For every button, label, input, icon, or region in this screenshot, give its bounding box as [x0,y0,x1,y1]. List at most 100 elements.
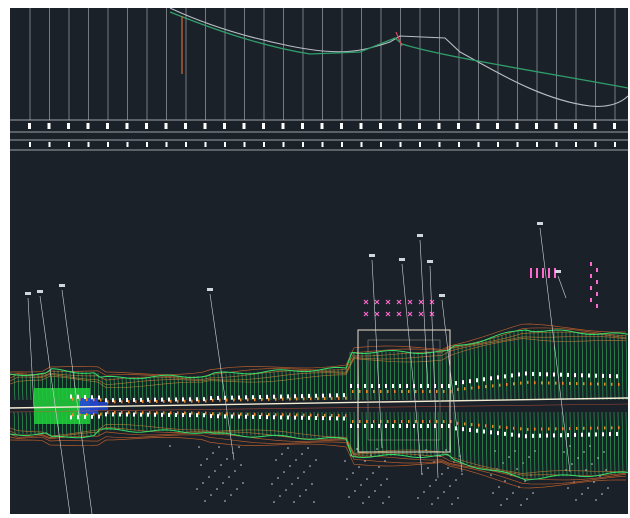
station-tick [210,396,212,401]
slope-hatch [409,351,412,401]
profile-band-marker [48,142,51,147]
elevation-point [504,480,506,482]
station-tick [128,400,130,404]
slope-hatch [141,411,144,431]
profile-band-marker [242,123,246,129]
station-tick [177,411,179,415]
elevation-point [451,503,453,505]
profile-band-marker [613,123,616,129]
station-tick [464,422,466,426]
station-tick [261,412,263,416]
slope-hatch [609,411,612,475]
elevation-point [305,489,307,491]
station-tick [217,395,219,400]
station-label-tag [399,258,405,261]
station-tick [77,394,79,399]
station-tick [581,373,583,378]
station-tick [336,416,338,421]
elevation-point [216,488,218,490]
station-tick [429,420,431,423]
station-tick [240,398,242,402]
cad-drawing-canvas[interactable] [10,8,628,514]
structure-symbol [385,299,391,305]
slope-hatch [217,373,220,401]
station-tick [184,411,186,415]
slope-hatch [361,411,364,457]
station-tick [126,398,128,403]
leader-line [27,297,35,409]
profile-band-marker [223,123,226,129]
station-tick [112,412,114,417]
cad-viewport[interactable] [10,8,628,514]
station-tick [119,412,121,417]
station-tick [609,432,611,437]
slope-hatch [253,411,256,436]
slope-hatch [241,411,244,436]
elevation-point [204,500,206,502]
elevation-point [226,458,228,460]
station-tick [282,397,284,401]
station-tick [98,414,100,419]
station-tick [70,394,72,399]
station-tick [364,424,366,428]
slope-hatch [481,411,484,469]
station-tick [100,412,102,416]
slope-hatch [165,376,168,401]
station-tick [163,411,165,415]
elevation-point [607,487,609,489]
slope-hatch [565,331,568,401]
profile-band-marker [516,142,519,147]
profile-band-marker [302,142,304,147]
slope-hatch [445,351,448,401]
station-tick [378,424,380,428]
station-tick [415,390,417,393]
profile-band-marker [146,142,148,147]
station-tick [539,433,541,438]
elevation-point [492,492,494,494]
station-tick [240,412,242,416]
station-tick [455,381,457,386]
station-tick [189,397,191,402]
station-tick [308,415,310,420]
station-tick [478,385,480,389]
station-tick [476,378,478,383]
elevation-point [364,460,366,462]
station-tick [224,414,226,419]
profile-band-marker [164,123,168,129]
station-tick [247,412,249,416]
station-tick [350,384,352,388]
station-tick [196,413,198,418]
slope-hatch [409,411,412,457]
slope-hatch [397,411,400,457]
slope-hatch [297,370,300,401]
elevation-point [311,483,313,485]
elevation-point [585,469,587,471]
slope-hatch [573,411,576,476]
station-tick [595,373,597,378]
slope-hatch [465,411,468,465]
slope-outline [10,329,628,380]
profile-band-marker [554,123,558,129]
elevation-point [571,463,573,465]
profile-band-marker [341,142,343,147]
slope-hatch [617,411,620,474]
slope-hatch [125,377,128,401]
station-tick [485,424,487,428]
station-tick [170,411,172,415]
slope-hatch [105,377,108,401]
station-tick [114,410,116,414]
slope-hatch [429,351,432,401]
slope-hatch [149,411,152,432]
station-tick [205,411,207,415]
slope-hatch [569,411,572,477]
station-tick [560,372,562,377]
station-tick [352,390,354,393]
profile-band-marker [574,123,577,129]
station-tick [100,398,102,402]
slope-hatch [269,371,272,401]
slope-hatch [249,411,252,436]
station-tick [245,414,247,419]
design-profile-line [169,11,628,89]
slope-hatch [109,377,112,401]
contour-line [10,423,627,474]
